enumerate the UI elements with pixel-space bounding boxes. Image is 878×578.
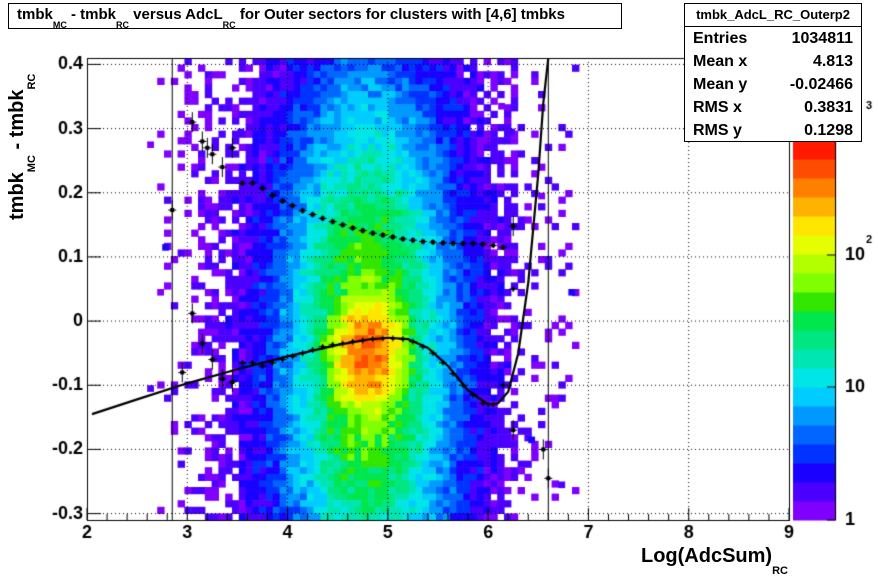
title-sub3: RC	[222, 20, 236, 30]
title-part1: tmbk	[17, 6, 53, 23]
stats-row-meany: Mean y -0.02466	[685, 73, 861, 96]
title-part3: versus AdcL	[129, 6, 223, 23]
title-sub2: RC	[116, 20, 130, 30]
stats-row-rmsx: RMS x 0.3831	[685, 96, 861, 119]
rmsy-label: RMS y	[693, 122, 742, 139]
rmsx-value: 0.3831	[804, 99, 853, 116]
y-axis-title-mid: - tmbk	[6, 89, 28, 156]
meany-value: -0.02466	[789, 76, 853, 93]
y-axis-title-main: tmbk	[6, 172, 28, 220]
title-part2: - tmbk	[66, 6, 117, 23]
stats-name: tmbk_AdcL_RC_Outerp2	[685, 4, 861, 27]
stats-row-entries: Entries 1034811	[685, 27, 861, 50]
stats-row-rmsy: RMS y 0.1298	[685, 119, 861, 142]
y-axis-title-sub1: MC	[26, 155, 38, 173]
chart-title: tmbkMC - tmbkRC versus AdcLRC for Outer …	[8, 3, 622, 30]
x-axis-title-sub: RC	[772, 565, 788, 577]
entries-label: Entries	[693, 30, 748, 47]
rmsy-value: 0.1298	[804, 122, 853, 139]
y-axis-title-sub2: RC	[26, 73, 38, 90]
entries-value: 1034811	[791, 30, 853, 47]
meanx-value: 4.813	[812, 53, 853, 70]
meany-label: Mean y	[693, 76, 748, 93]
x-axis-title: Log(AdcSum)RC	[641, 545, 788, 577]
stats-row-meanx: Mean x 4.813	[685, 50, 861, 73]
title-part4: for Outer sectors for clusters with [4,6…	[235, 6, 565, 23]
meanx-label: Mean x	[693, 53, 748, 70]
title-sub1: MC	[52, 20, 67, 30]
y-axis-title: tmbkMC - tmbkRC	[6, 74, 38, 220]
rmsx-label: RMS x	[693, 99, 742, 116]
x-axis-title-main: Log(AdcSum)	[641, 545, 773, 567]
stats-box: tmbk_AdcL_RC_Outerp2 Entries 1034811 Mea…	[684, 3, 862, 142]
